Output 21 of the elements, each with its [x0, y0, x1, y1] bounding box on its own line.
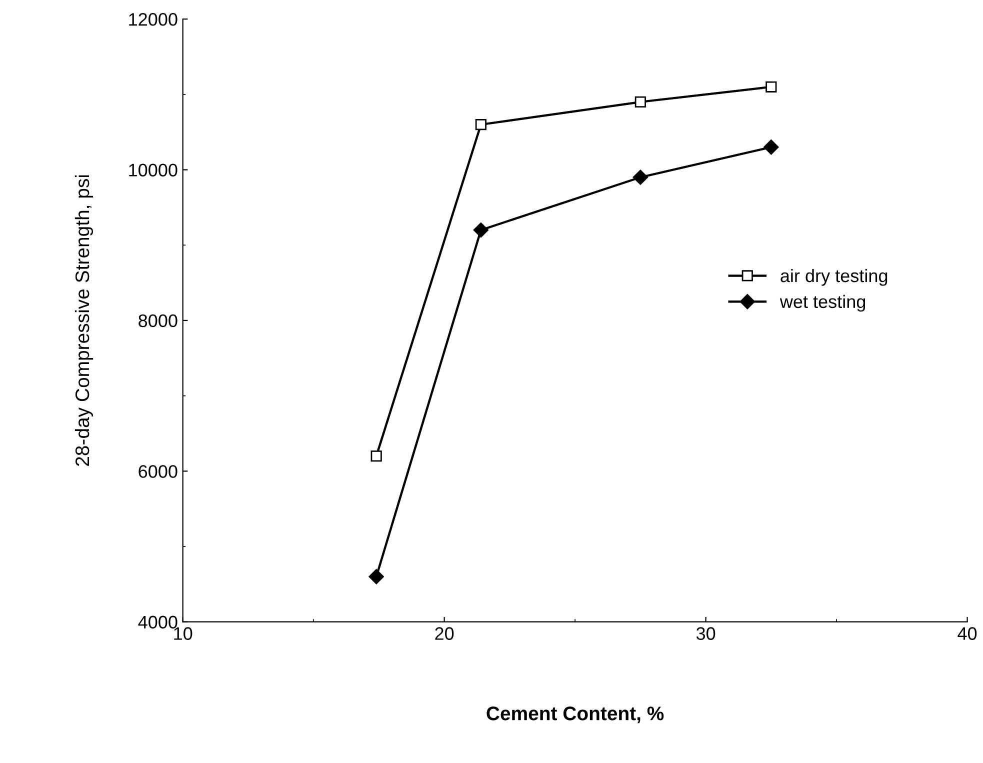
y-axis-title: 28-day Compressive Strength, psi — [74, 175, 94, 466]
point — [473, 222, 488, 238]
x-tick-label: 30 — [696, 627, 716, 640]
y-tick-label: 4000 — [138, 616, 178, 629]
y-tick-label: 8000 — [138, 314, 178, 328]
point — [370, 450, 382, 462]
y-tick-label: 10000 — [129, 164, 178, 176]
point — [368, 569, 384, 584]
point — [475, 119, 486, 130]
y-tick-label: 12000 — [129, 13, 178, 26]
x-axis-title: Cement Content, % — [486, 706, 664, 724]
legend-label: air dry testing — [780, 268, 888, 286]
point — [634, 96, 646, 108]
point — [632, 170, 648, 185]
x-tick-label: 40 — [958, 627, 977, 640]
point — [764, 140, 779, 155]
x-tick-label: 20 — [435, 627, 454, 640]
x-tick-label: 10 — [174, 627, 192, 640]
point — [766, 81, 777, 92]
y-tick-label: 6000 — [138, 465, 178, 478]
legend-label: wet testing — [780, 294, 866, 312]
